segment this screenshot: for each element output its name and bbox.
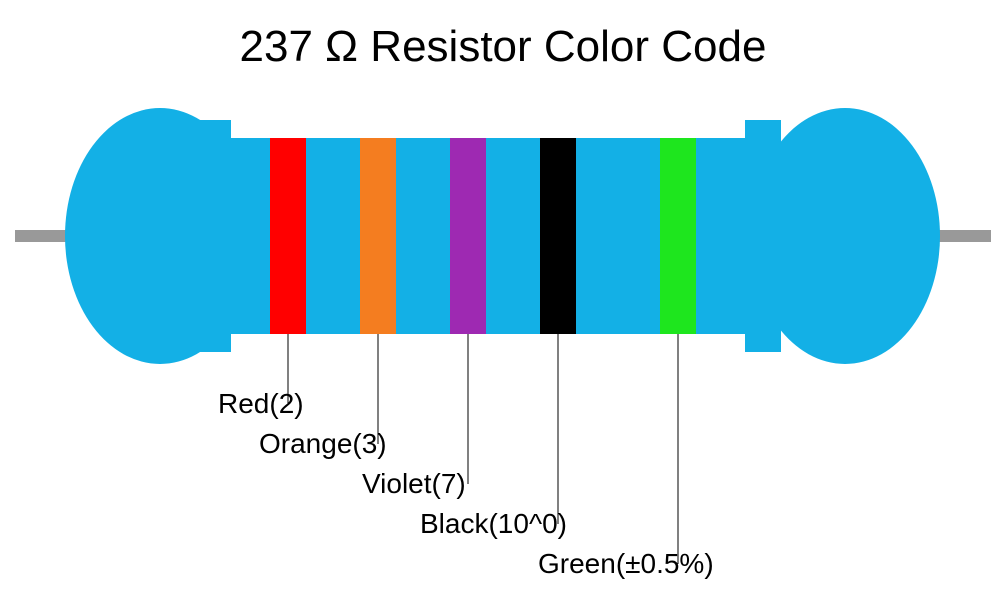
resistor-body <box>65 108 940 364</box>
band-red <box>270 138 306 334</box>
band-violet <box>450 138 486 334</box>
band-label-green: Green(±0.5%) <box>538 548 714 580</box>
band-orange <box>360 138 396 334</box>
band-green <box>660 138 696 334</box>
band-label-orange: Orange(3) <box>259 428 387 460</box>
band-black <box>540 138 576 334</box>
band-label-red: Red(2) <box>218 388 304 420</box>
band-label-violet: Violet(7) <box>362 468 466 500</box>
band-label-black: Black(10^0) <box>420 508 567 540</box>
